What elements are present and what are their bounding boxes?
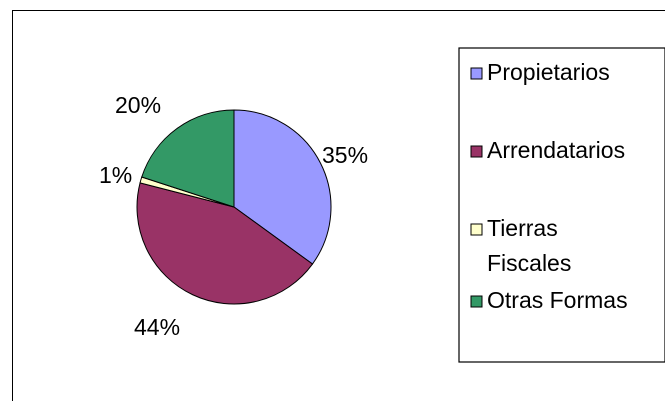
pie-slice-otras-formas — [141, 109, 235, 208]
pie-slice-propietarios — [233, 109, 332, 265]
legend-label-propietarios: Propietarios — [487, 59, 610, 85]
legend-label-arrendatarios: Arrendatarios — [487, 137, 625, 163]
legend: Propietarios Arrendatarios Tierras Fisca… — [458, 47, 665, 363]
legend-swatch-arrendatarios — [470, 145, 483, 158]
legend-swatch-propietarios — [470, 67, 483, 80]
slice-label-tierras-fiscales: 1% — [99, 162, 132, 188]
slice-label-otras-formas: 20% — [115, 92, 161, 118]
slice-label-propietarios: 35% — [322, 142, 368, 168]
legend-label-otras-formas: Otras Formas — [487, 287, 628, 313]
legend-label-fiscales: Fiscales — [487, 250, 571, 276]
legend-box — [458, 47, 665, 363]
legend-label-tierras: Tierras — [487, 215, 558, 241]
legend-swatch-otras-formas — [470, 295, 483, 308]
slice-label-arrendatarios: 44% — [134, 314, 180, 340]
pie-slice-arrendatarios — [136, 182, 314, 305]
legend-swatch-tierras-fiscales — [470, 223, 483, 236]
pie-slices — [136, 109, 332, 305]
